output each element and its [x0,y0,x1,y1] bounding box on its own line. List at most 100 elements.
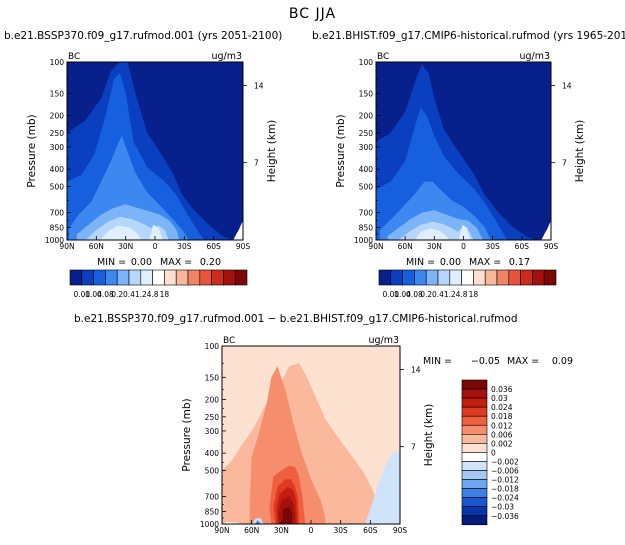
y-tick-label: 200 [50,112,65,121]
colorbar-swatch [128,269,142,286]
future-contour-fill [149,224,163,240]
diff-colorbar-label: 0.03 [491,394,508,403]
x-tick-label: 90N [368,242,383,251]
diff-colorbar-swatch [461,397,488,408]
colorbar-label: 0.04 [85,290,102,299]
y-tick-label: 500 [205,466,220,475]
x-tick-label: 0 [461,242,466,251]
colorbar-label: 0.04 [394,290,411,299]
colorbar-swatch [461,269,474,286]
x-tick-label: 0 [153,242,158,251]
y-tick-label: 400 [205,449,220,458]
diff-colorbar-label: 0.006 [491,430,513,439]
x-tick-label: 30N [274,526,289,535]
colorbar-swatch [164,269,177,286]
colorbar-swatch [152,269,165,286]
y-tick-label: 300 [359,143,374,152]
x-tick-label: 30S [177,242,192,251]
diff-colorbar-swatch [461,506,488,517]
x-tick-label: 0 [309,526,314,535]
y-tick-label: 500 [50,182,65,191]
diff-colorbar-swatch [461,479,488,489]
colorbar-label: 18 [469,290,479,299]
y-tick-label: 300 [205,427,220,436]
y-tick-label: 200 [359,112,374,121]
colorbar-swatch [211,269,224,286]
colorbar-swatch [402,269,415,286]
colorbar-swatch [175,269,189,286]
diff-colorbar-swatch [461,415,488,426]
max-label: MAX = [507,356,539,367]
colorbar-swatch [69,269,83,286]
diff-colorbar-swatch [461,461,488,471]
y-tick-label: 850 [359,223,374,232]
diff-colorbar-swatch [461,452,488,462]
x-tick-label: 30N [427,242,442,251]
historical-contour-fill [458,224,471,240]
colorbar-label: 0.08 [97,290,114,299]
diff-colorbar-label: 0.002 [491,439,513,448]
diff-colorbar-swatch [461,515,488,526]
diff-colorbar-label: −0.012 [491,476,519,485]
x-tick-label: 60S [363,526,378,535]
colorbar-swatch [449,269,462,286]
y-tick-label: 100 [50,58,65,67]
colorbar-label: 0.2 [111,290,123,299]
colorbar-swatch [378,269,392,286]
diff-colorbar-label: 0 [491,448,496,457]
x-tick-label: 30N [118,242,133,251]
y-tick-label: 150 [50,89,65,98]
x-tick-label: 60N [244,526,259,535]
y-tick-label: 1000 [200,520,219,529]
diff-colorbar-swatch [461,388,488,399]
y2-tick-label: 7 [254,159,259,168]
x-tick-label: 30S [334,526,349,535]
diff-colorbar-label: −0.036 [491,512,519,521]
colorbar-swatch [116,269,130,286]
x-tick-label: 90S [393,526,408,535]
units-label: ug/m3 [368,335,399,346]
y2-axis-title: Height (km) [574,120,586,183]
colorbar-swatch [437,269,451,286]
x-tick-label: 90S [544,242,559,251]
y-tick-label: 250 [359,129,374,138]
historical-missing-region [541,220,551,240]
units-label: ug/m3 [519,51,550,62]
colorbar-swatch [187,269,201,286]
colorbar-swatch [532,269,545,286]
min-value: 0.00 [440,257,461,268]
y-tick-label: 300 [50,143,65,152]
diff-colorbar-label: −0.002 [491,457,519,466]
x-tick-label: 90N [59,242,74,251]
max-value: 0.20 [200,257,221,268]
colorbar-swatch [81,269,94,286]
min-label: MIN = [406,257,435,268]
y-tick-label: 150 [205,373,220,382]
y2-tick-label: 14 [254,81,264,90]
min-value: 0.00 [131,257,152,268]
y-axis-title: Pressure (mb) [26,114,38,187]
y2-tick-label: 7 [411,443,416,452]
x-tick-label: 90N [214,526,229,535]
colorbar-swatch [473,269,486,286]
y-tick-label: 250 [205,413,220,422]
y-tick-label: 700 [50,208,65,217]
max-value: 0.09 [552,356,573,367]
difference-negative-contour [365,451,400,524]
diff-colorbar-swatch [461,424,488,435]
y-tick-label: 850 [205,507,220,516]
y-tick-label: 250 [50,129,65,138]
colorbar-label: 18 [160,290,170,299]
colorbar-swatch [223,269,236,286]
colorbar-label: 4.8 [456,290,468,299]
y2-axis-title: Height (km) [266,120,278,183]
colorbar-swatch [496,269,510,286]
future-contour-fill [69,135,190,240]
diff-colorbar-swatch [461,497,488,507]
colorbar-label: 0.01 [73,290,90,299]
y2-tick-label: 14 [562,81,572,90]
diff-colorbar-label: −0.03 [491,503,514,512]
diff-colorbar-label: 0.018 [491,412,513,421]
colorbar-swatch [199,269,212,286]
